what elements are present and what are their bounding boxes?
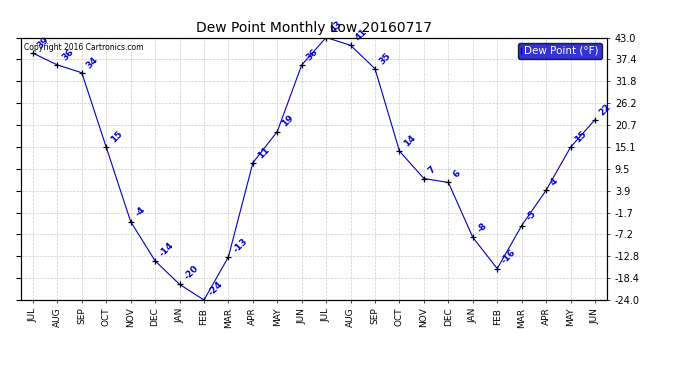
Text: -14: -14 [158,240,176,258]
Text: 36: 36 [60,47,75,62]
Text: 7: 7 [426,165,437,176]
Text: -13: -13 [231,236,249,254]
Text: 19: 19 [280,114,295,129]
Text: -8: -8 [475,221,489,234]
Text: 6: 6 [451,169,462,180]
Text: -20: -20 [182,264,200,282]
Text: 22: 22 [598,102,613,117]
Text: 36: 36 [304,47,319,62]
Text: 15: 15 [109,129,124,144]
Text: 15: 15 [573,129,589,144]
Text: -4: -4 [133,206,147,219]
Text: 34: 34 [85,55,100,70]
Text: -5: -5 [524,209,538,223]
Text: 11: 11 [255,145,271,160]
Title: Dew Point Monthly Low 20160717: Dew Point Monthly Low 20160717 [196,21,432,35]
Text: 41: 41 [353,27,368,42]
Text: 4: 4 [549,177,560,188]
Text: 35: 35 [378,51,393,66]
Text: -24: -24 [207,279,225,297]
Text: 14: 14 [402,133,417,148]
Legend: Dew Point (°F): Dew Point (°F) [518,43,602,59]
Text: -16: -16 [500,248,518,266]
Text: 39: 39 [36,35,51,50]
Text: Copyright 2016 Cartronics.com: Copyright 2016 Cartronics.com [23,43,143,52]
Text: 43: 43 [329,20,344,35]
